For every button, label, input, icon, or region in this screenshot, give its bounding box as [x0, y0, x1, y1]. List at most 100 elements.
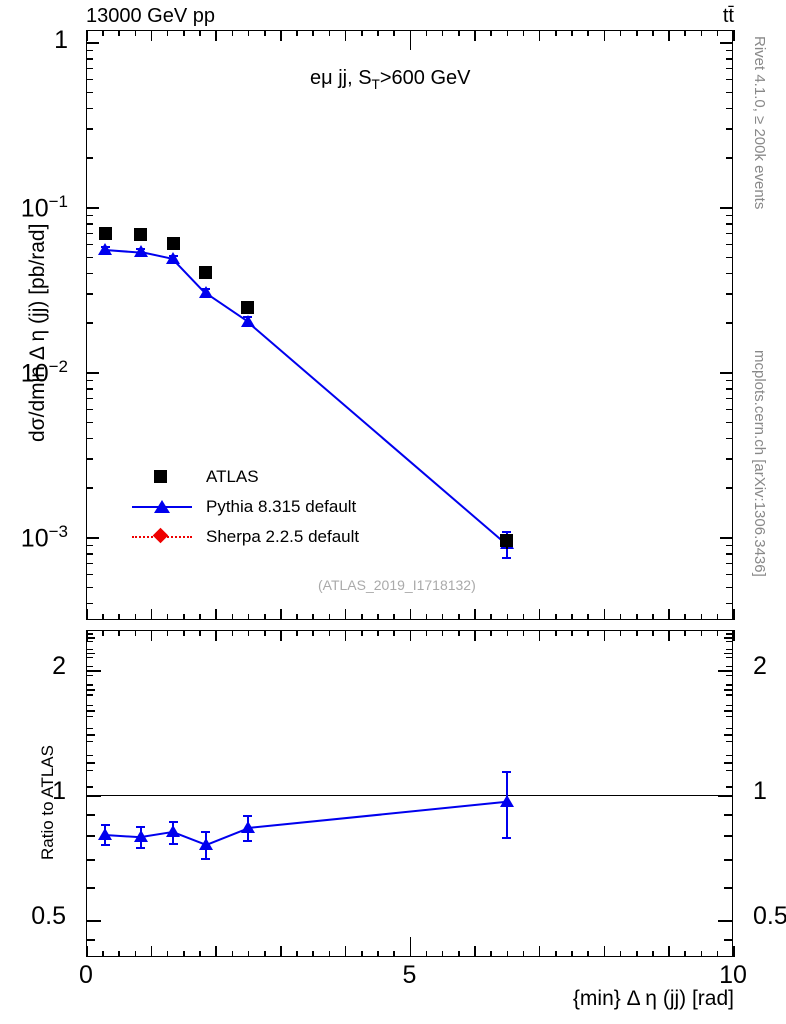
x-tick-main-bottom [555, 614, 557, 620]
error-bar-cap-pythia [502, 531, 512, 534]
y-tick-label-ratio-left: 1 [52, 777, 66, 805]
y-tick-main-right [726, 437, 733, 440]
x-tick-main-bottom [733, 609, 735, 620]
x-tick-main-bottom [102, 614, 104, 620]
y-tick-ratio [86, 734, 95, 736]
x-tick-ratio-bottom [700, 951, 703, 957]
y-tick-main-right [726, 272, 733, 275]
y-tick-ratio-minor-right [726, 786, 733, 788]
x-tick-main-top [199, 30, 201, 36]
data-point-atlas[interactable] [134, 228, 148, 242]
x-tick-main-bottom [652, 614, 654, 620]
x-tick-main-bottom [700, 614, 703, 620]
y-tick-main-right [726, 421, 733, 424]
x-tick-main-top [215, 30, 217, 41]
x-tick-main-bottom [571, 614, 573, 620]
x-tick-ratio-bottom [344, 946, 347, 957]
y-tick-ratio-right [724, 652, 733, 655]
data-point-atlas[interactable] [199, 266, 213, 280]
x-tick-ratio-bottom [506, 951, 509, 957]
y-tick-ratio-minor [86, 786, 93, 788]
data-point-atlas[interactable] [241, 301, 255, 315]
y-tick-ratio-minor-right [726, 633, 733, 635]
x-tick-main-top [733, 30, 735, 41]
x-tick-main-bottom [425, 614, 428, 620]
x-tick-ratio-bottom [377, 951, 379, 957]
x-tick-ratio-bottom [247, 951, 250, 957]
y-tick-label-main: 10−3 [20, 522, 68, 553]
x-tick-ratio-top [409, 630, 412, 641]
x-tick-ratio-top [716, 630, 719, 636]
data-point-pythia[interactable] [198, 286, 213, 299]
data-point-ratio[interactable] [98, 828, 113, 841]
x-tick-ratio-bottom [458, 951, 460, 957]
y-tick-ratio [86, 670, 101, 672]
x-tick-main-top [571, 30, 573, 36]
x-tick-ratio-bottom [603, 946, 606, 957]
y-tick-main-right [726, 544, 733, 547]
data-point-atlas[interactable] [500, 534, 514, 548]
x-tick-ratio-bottom [312, 951, 315, 957]
x-tick-main-bottom [150, 609, 153, 620]
x-tick-main-top [344, 30, 347, 41]
x-tick-ratio-top [458, 630, 460, 636]
error-bar-cap-ratio [502, 836, 512, 839]
error-bar-cap-pythia [502, 556, 512, 559]
x-tick-ratio-top [86, 630, 88, 641]
x-tick-main-top [377, 30, 379, 36]
y-tick-label-ratio-right: 0.5 [753, 901, 786, 930]
x-tick-main-top [441, 30, 444, 36]
y-tick-ratio [86, 762, 95, 764]
watermark-label: (ATLAS_2019_I1718132) [318, 577, 476, 593]
data-point-pythia[interactable] [98, 242, 113, 255]
y-tick-main-right [720, 207, 733, 209]
x-tick-ratio-top [555, 630, 557, 636]
x-tick-main-top [668, 30, 670, 41]
data-point-atlas[interactable] [166, 237, 180, 251]
x-tick-label: 5 [402, 961, 417, 989]
x-tick-ratio-bottom [183, 951, 185, 957]
y-tick-main [86, 49, 93, 52]
data-point-pythia[interactable] [240, 314, 255, 327]
y-tick-ratio [86, 938, 95, 941]
data-point-ratio[interactable] [133, 830, 148, 843]
data-point-pythia[interactable] [166, 252, 181, 265]
y-tick-main [86, 437, 93, 440]
x-tick-main-bottom [409, 609, 412, 620]
data-point-ratio[interactable] [240, 821, 255, 834]
error-bar-cap-ratio [502, 770, 512, 773]
y-tick-ratio-minor-right [726, 694, 733, 696]
error-bar-cap-ratio [100, 844, 110, 847]
side-label-rivet: Rivet 4.1.0, ≥ 200k events [751, 36, 768, 210]
data-point-ratio[interactable] [499, 794, 514, 807]
y-tick-main [86, 157, 93, 159]
y-tick-main-right [726, 78, 733, 81]
x-tick-ratio-bottom [280, 946, 282, 957]
x-tick-main-bottom [490, 614, 492, 620]
x-tick-ratio-bottom [571, 951, 573, 957]
x-tick-main-top [86, 30, 88, 41]
data-point-pythia[interactable] [133, 245, 148, 258]
x-tick-main-top [328, 30, 331, 36]
x-tick-ratio-bottom [215, 946, 217, 957]
y-tick-main [86, 421, 93, 424]
y-tick-main [86, 207, 99, 209]
y-tick-ratio [86, 652, 95, 655]
x-tick-main-bottom [296, 614, 298, 620]
x-tick-ratio-top [522, 630, 525, 636]
x-tick-main-top [280, 30, 282, 41]
x-tick-main-top [166, 30, 169, 36]
x-tick-ratio-bottom [199, 951, 201, 957]
y-tick-ratio-minor [86, 769, 93, 772]
x-tick-main-bottom [377, 614, 379, 620]
y-tick-main-right [726, 602, 733, 605]
x-tick-main-bottom [716, 614, 719, 620]
legend-label-pythia: Pythia 8.315 default [206, 497, 357, 516]
data-point-ratio[interactable] [198, 837, 213, 850]
x-tick-main-bottom [619, 614, 622, 620]
y-tick-main-right [726, 408, 733, 411]
data-point-atlas[interactable] [98, 226, 112, 240]
x-tick-main-bottom [538, 609, 541, 620]
data-point-ratio[interactable] [166, 825, 181, 838]
x-tick-ratio-bottom [733, 946, 735, 957]
